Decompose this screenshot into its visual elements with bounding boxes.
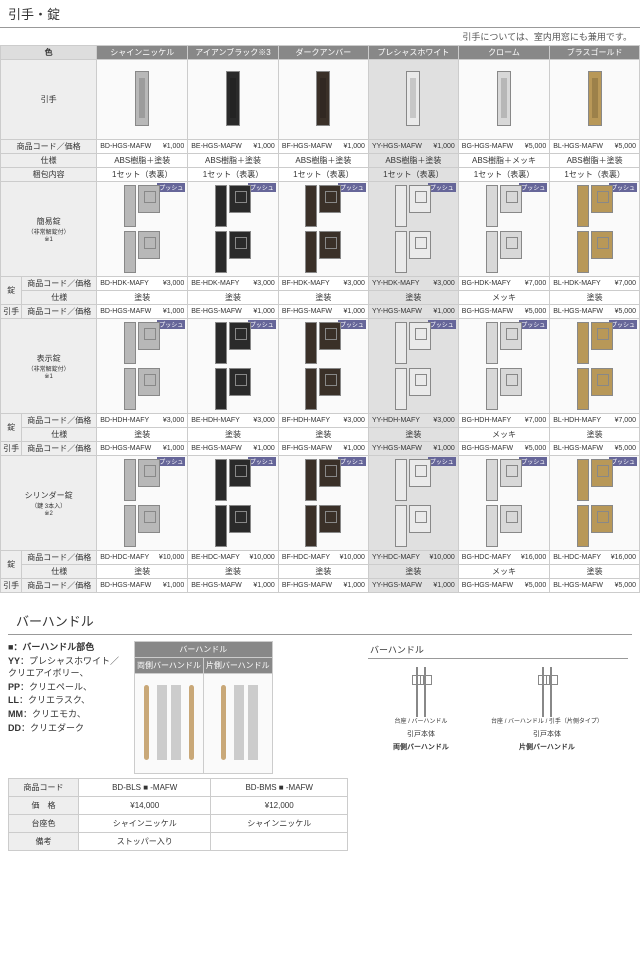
lock-image: プッシュ: [278, 456, 368, 551]
lock-image: プッシュ: [97, 182, 188, 277]
lock-image: プッシュ: [550, 182, 640, 277]
pull-image: [97, 60, 188, 140]
bar-table: バーハンドル 両側バーハンドル 片側バーハンドル: [134, 641, 354, 774]
pull-image: [550, 60, 640, 140]
row-label: シリンダー錠（鍵 3本入） ※2: [1, 456, 97, 551]
section-title: 引手・錠: [0, 0, 640, 28]
lock-image: プッシュ: [188, 456, 279, 551]
lock-image: プッシュ: [458, 319, 549, 414]
lock-image: プッシュ: [97, 319, 188, 414]
spec-table: 商品コードBD-BLS ■ -MAFWBD-BMS ■ -MAFW価 格¥14,…: [8, 778, 348, 851]
diagram-title: バーハンドル: [368, 641, 628, 659]
lock-image: プッシュ: [278, 319, 368, 414]
lock-image: プッシュ: [550, 456, 640, 551]
lock-image: プッシュ: [368, 182, 458, 277]
lock-image: プッシュ: [368, 456, 458, 551]
row-label: 引手: [1, 60, 97, 140]
bar-handle-block: バーハンドル 両側バーハンドル 片側バーハンドル: [134, 641, 354, 774]
lock-image: プッシュ: [458, 456, 549, 551]
pull-image: [458, 60, 549, 140]
bar-img-one: [203, 674, 272, 774]
bar-col-1: 片側バーハンドル: [203, 658, 272, 674]
lock-image: プッシュ: [97, 456, 188, 551]
bar-header: バーハンドル: [135, 642, 273, 658]
section-pulls-locks: 引手・錠 引手については、室内用窓にも兼用です。 色シャインニッケルアイアンブラ…: [0, 0, 640, 593]
diagram: バーハンドル 台座 / バーハンドル引戸本体両側バーハンドル台座 / バーハンド…: [368, 641, 628, 774]
lock-image: プッシュ: [368, 319, 458, 414]
pull-image: [278, 60, 368, 140]
row-label: 簡易錠（非常解錠付） ※1: [1, 182, 97, 277]
pull-image: [368, 60, 458, 140]
lock-image: プッシュ: [458, 182, 549, 277]
section-subtitle: 引手については、室内用窓にも兼用です。: [0, 28, 640, 45]
row-label: 表示錠（非常解錠付） ※1: [1, 319, 97, 414]
main-table: 色シャインニッケルアイアンブラック※3ダークアンバープレシャスホワイトクロームブ…: [0, 45, 640, 593]
pull-image: [188, 60, 279, 140]
legend: ■：バーハンドル部色 YY：プレシャスホワイト／クリエアイボリー、PP：クリエペ…: [8, 641, 128, 774]
section2-title: バーハンドル: [8, 607, 632, 635]
lock-image: プッシュ: [188, 319, 279, 414]
lock-image: プッシュ: [278, 182, 368, 277]
legend-title: ■：バーハンドル部色: [8, 641, 128, 654]
lock-image: プッシュ: [550, 319, 640, 414]
bar-img-both: [135, 674, 204, 774]
section-bar-handle: バーハンドル ■：バーハンドル部色 YY：プレシャスホワイト／クリエアイボリー、…: [0, 603, 640, 855]
lock-image: プッシュ: [188, 182, 279, 277]
bar-col-0: 両側バーハンドル: [135, 658, 204, 674]
